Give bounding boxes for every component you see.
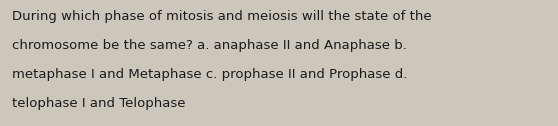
Text: metaphase I and Metaphase c. prophase II and Prophase d.: metaphase I and Metaphase c. prophase II… [12,68,408,81]
Text: During which phase of mitosis and meiosis will the state of the: During which phase of mitosis and meiosi… [12,10,432,23]
Text: telophase I and Telophase: telophase I and Telophase [12,97,186,110]
Text: chromosome be the same? a. anaphase II and Anaphase b.: chromosome be the same? a. anaphase II a… [12,39,407,52]
